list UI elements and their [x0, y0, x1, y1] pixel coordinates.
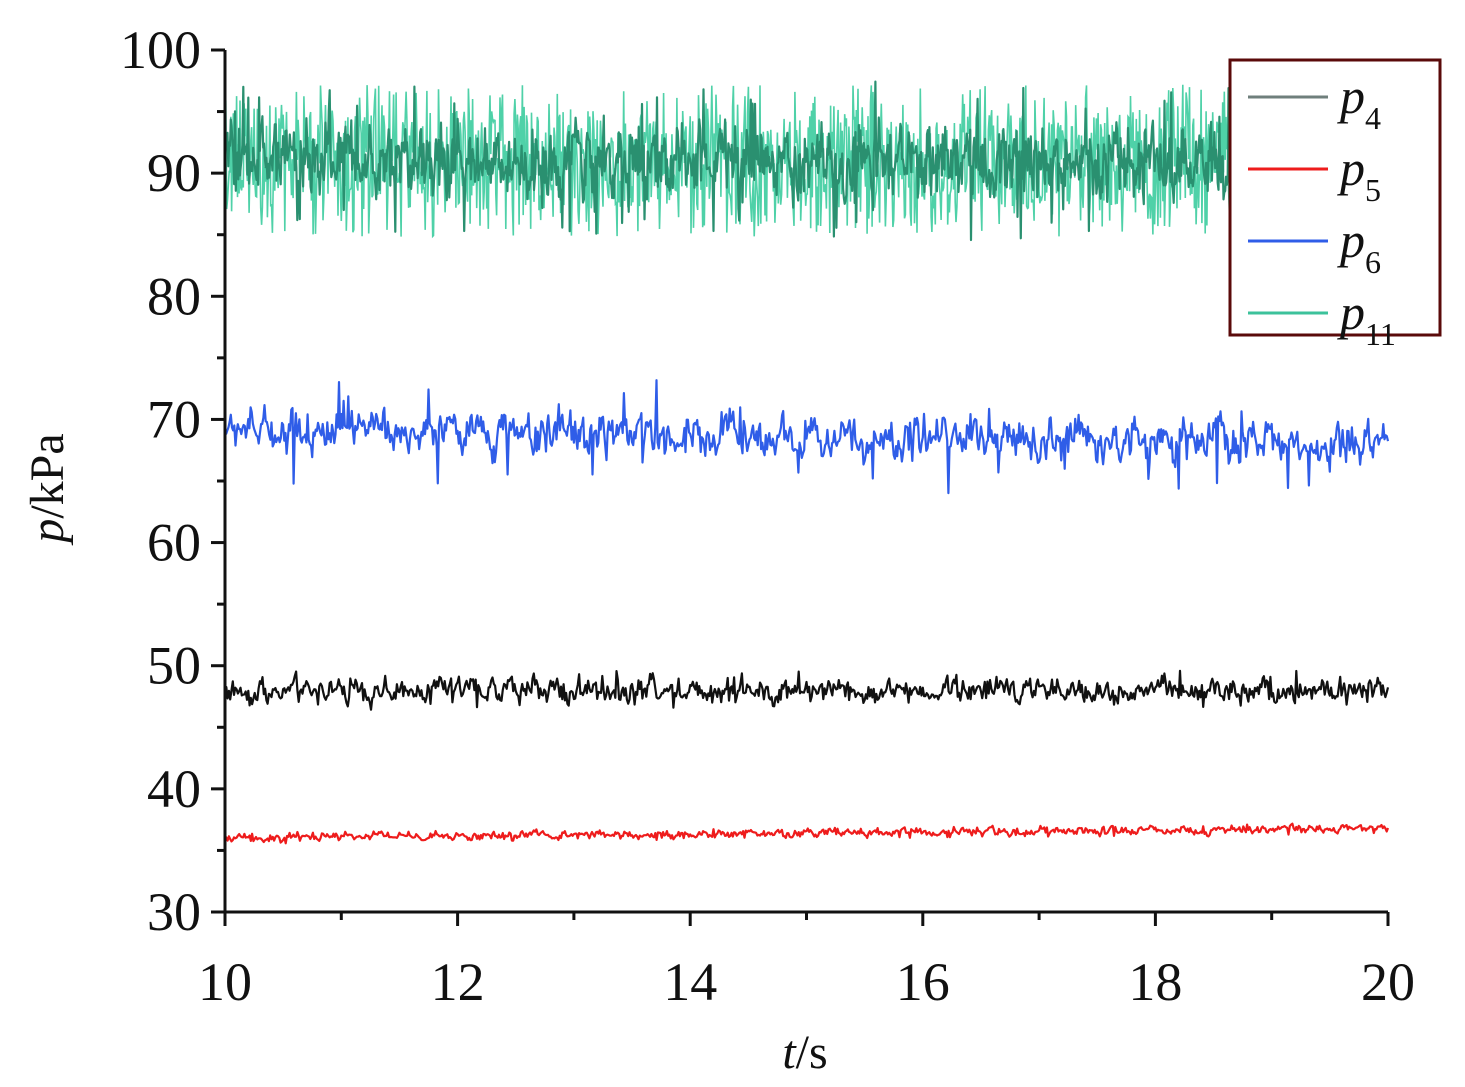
x-tick-label: 20: [1361, 952, 1415, 1012]
x-tick-label: 10: [198, 952, 252, 1012]
legend-box: [1228, 58, 1442, 337]
x-tick-label: 14: [663, 952, 717, 1012]
x-axis-title: t/s: [782, 1026, 827, 1079]
series-layer: [223, 80, 1390, 845]
series-p6-line: [223, 379, 1390, 495]
legend-label-p11: p11: [1337, 284, 1396, 352]
series-p4-line: [223, 669, 1390, 711]
series-p11-line: [223, 80, 1390, 242]
legend-label-p6: p6: [1337, 212, 1381, 280]
x-tick-label: 12: [431, 952, 485, 1012]
x-axis-ticks: 10 12 14 16 18 20: [198, 912, 1415, 1012]
y-tick-label: 90: [147, 143, 201, 203]
series-p5-line: [224, 822, 1390, 845]
y-tick-label: 30: [147, 882, 201, 942]
y-tick-label: 50: [147, 636, 201, 696]
x-tick-label: 16: [896, 952, 950, 1012]
y-tick-label: 100: [120, 20, 201, 80]
y-tick-label: 80: [147, 266, 201, 326]
x-tick-label: 18: [1128, 952, 1182, 1012]
y-axis-title: p/kPa: [21, 433, 74, 545]
legend-label-p5: p5: [1337, 140, 1381, 208]
y-tick-label: 60: [147, 513, 201, 573]
legend-label-p4: p4: [1337, 68, 1381, 136]
y-tick-label: 70: [147, 389, 201, 449]
y-axis-ticks: 30 40 50 60 70 80 90 100: [120, 20, 225, 942]
y-tick-label: 40: [147, 759, 201, 819]
